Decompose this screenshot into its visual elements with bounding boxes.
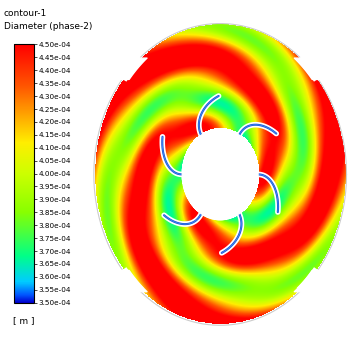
Text: contour-1: contour-1 [4, 9, 47, 17]
Circle shape [182, 129, 258, 220]
Text: Diameter (phase-2): Diameter (phase-2) [4, 22, 92, 31]
Text: [ m ]: [ m ] [13, 316, 34, 325]
Circle shape [182, 129, 258, 220]
